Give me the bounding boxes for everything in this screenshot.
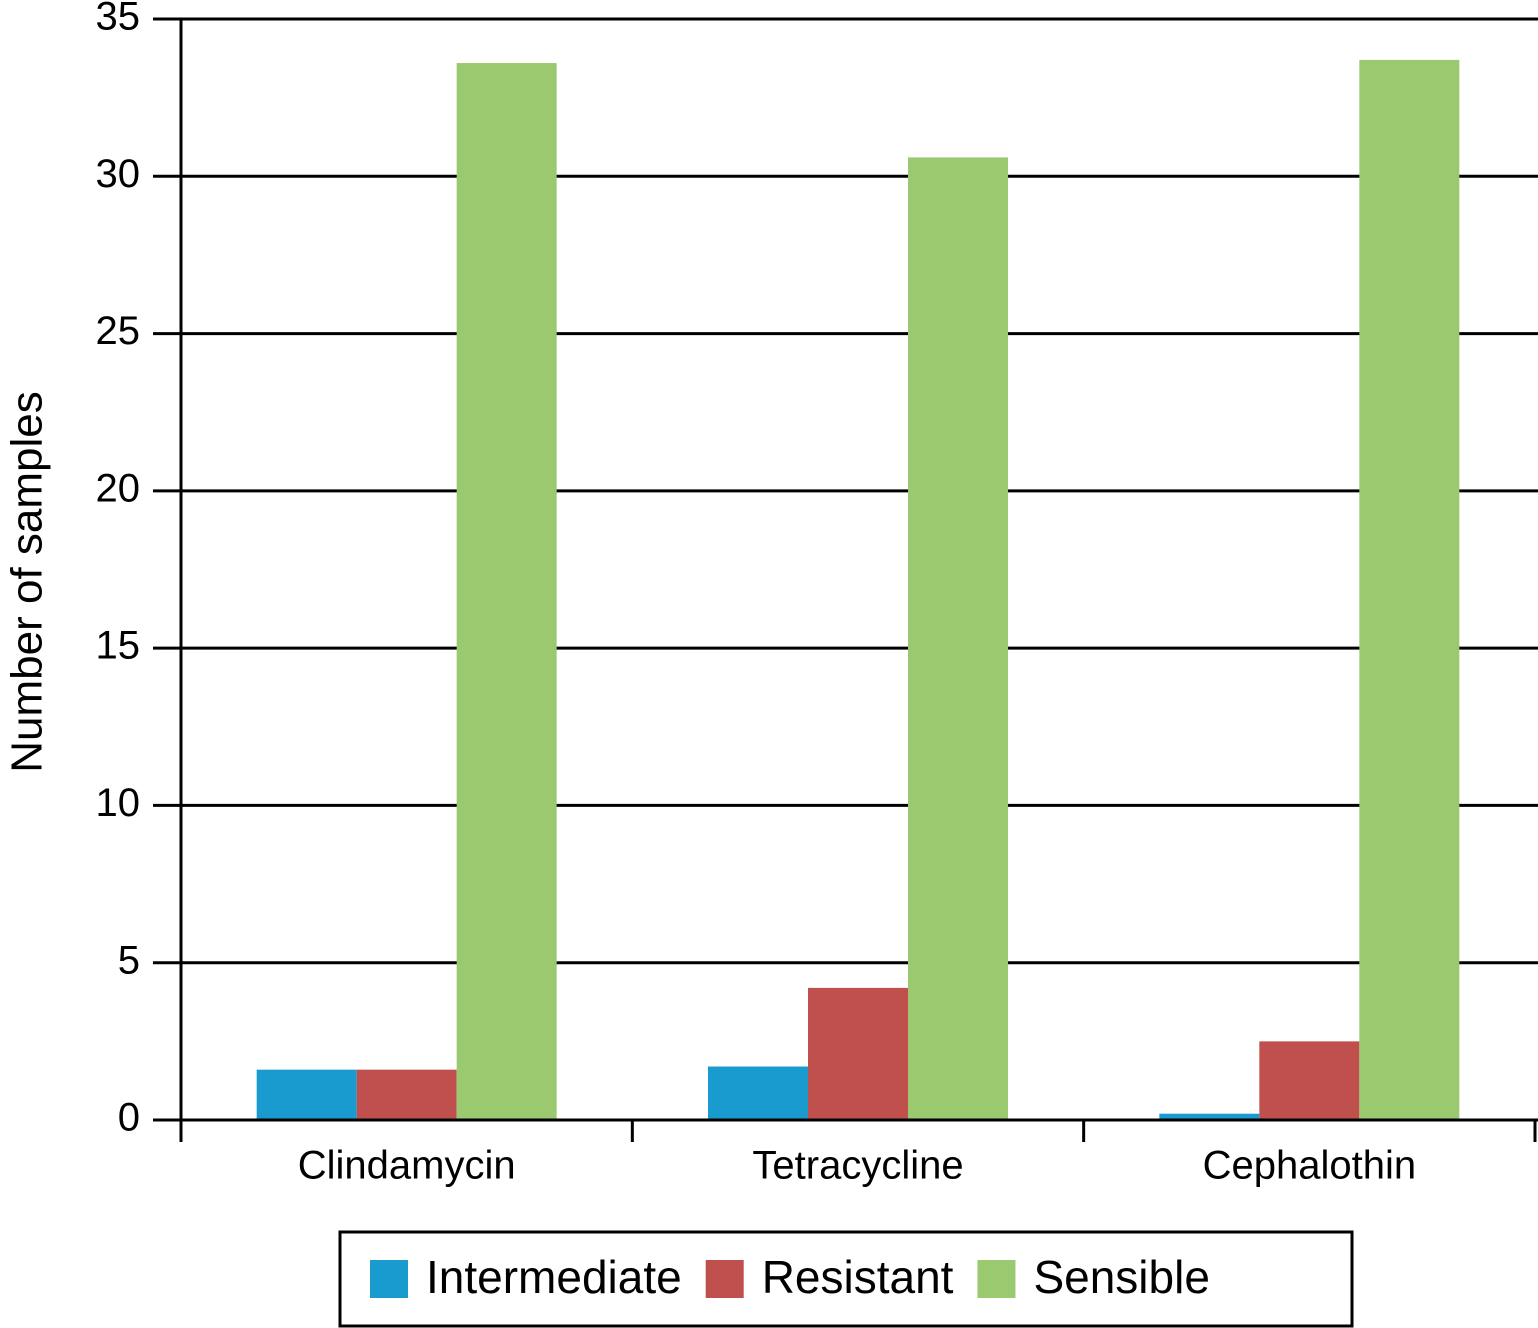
- bar: [456, 63, 557, 1120]
- y-tick-label: 25: [96, 309, 141, 353]
- bar: [1359, 59, 1460, 1120]
- x-tick-label: Clindamycin: [298, 1144, 516, 1188]
- y-tick-label: 0: [118, 1096, 140, 1140]
- bar: [256, 1069, 357, 1120]
- y-tick-label: 30: [96, 152, 141, 196]
- bar: [1159, 1113, 1260, 1120]
- bar: [356, 1069, 457, 1120]
- legend-label: Resistant: [762, 1251, 954, 1303]
- y-tick-label: 35: [96, 0, 141, 39]
- bar: [808, 987, 908, 1120]
- legend-label: Intermediate: [426, 1251, 682, 1303]
- x-tick-label: Cephalothin: [1203, 1144, 1417, 1188]
- x-tick-label: Tetracycline: [752, 1144, 963, 1188]
- legend-label: Sensible: [1033, 1251, 1209, 1303]
- bar: [908, 157, 1008, 1120]
- legend-swatch: [370, 1260, 408, 1298]
- bar: [1259, 1041, 1360, 1120]
- y-tick-label: 15: [96, 624, 141, 668]
- y-tick-label: 10: [96, 781, 141, 825]
- y-tick-label: 20: [96, 466, 141, 510]
- bar: [708, 1066, 808, 1120]
- legend-swatch: [977, 1260, 1016, 1298]
- y-tick-label: 5: [118, 938, 140, 982]
- y-axis-title: Number of samples: [3, 391, 52, 772]
- legend-swatch: [705, 1260, 744, 1298]
- legend-box: [338, 1230, 1354, 1328]
